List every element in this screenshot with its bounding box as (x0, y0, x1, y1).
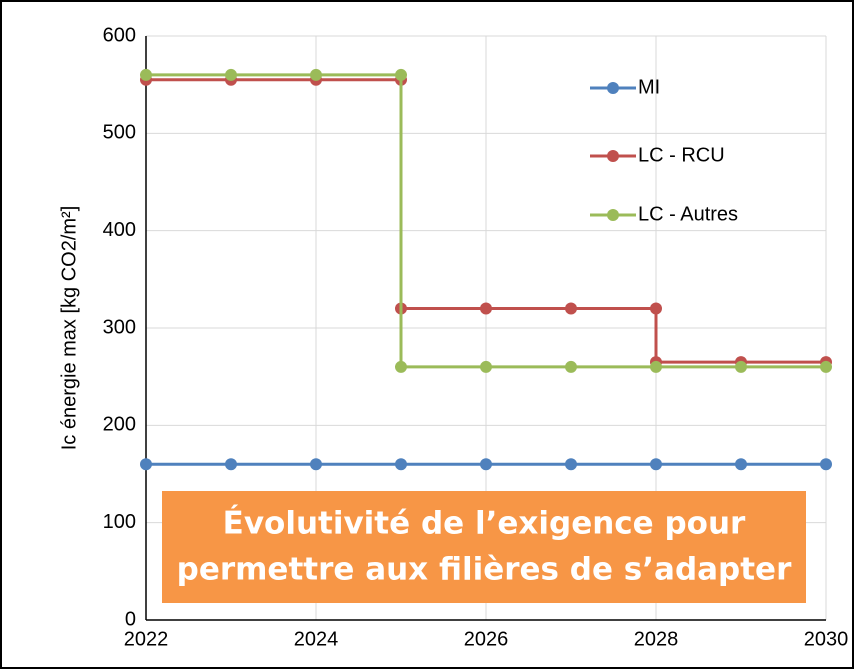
y-axis-label: Ic énergie max [kg CO2/m²] (58, 206, 80, 451)
legend-label: LC - RCU (638, 144, 725, 166)
marker (735, 458, 747, 471)
marker (395, 458, 407, 471)
marker (480, 360, 492, 373)
legend-label: MI (638, 76, 660, 98)
marker (565, 458, 577, 471)
x-tick-label: 2024 (294, 628, 339, 650)
marker (735, 360, 747, 373)
legend-marker (607, 82, 619, 94)
y-tick-label: 400 (103, 219, 136, 241)
marker (480, 458, 492, 471)
marker (650, 302, 662, 315)
x-tick-label: 2026 (464, 628, 509, 650)
marker (565, 360, 577, 373)
marker (225, 458, 237, 471)
legend-label: LC - Autres (638, 203, 738, 225)
y-tick-label: 600 (103, 24, 136, 46)
marker (140, 68, 152, 81)
marker (820, 458, 832, 471)
annotation-box (162, 491, 806, 603)
x-tick-label: 2030 (804, 628, 849, 650)
legend-marker (607, 150, 619, 162)
x-tick-label: 2022 (124, 628, 169, 650)
marker (225, 68, 237, 81)
annotation-text: Évolutivité de l’exigence pour (223, 506, 746, 542)
marker (650, 360, 662, 373)
annotation-text: permettre aux filières de s’adapter (177, 552, 792, 588)
y-tick-label: 0 (125, 608, 136, 630)
y-tick-label: 200 (103, 414, 136, 436)
x-tick-label: 2028 (634, 628, 679, 650)
marker (650, 458, 662, 471)
y-tick-label: 100 (103, 511, 136, 533)
marker (310, 458, 322, 471)
legend-marker (607, 209, 619, 221)
y-tick-label: 300 (103, 316, 136, 338)
marker (395, 360, 407, 373)
marker (820, 360, 832, 373)
y-tick-label: 500 (103, 122, 136, 144)
marker (480, 302, 492, 315)
marker (395, 68, 407, 81)
marker (140, 458, 152, 471)
marker (565, 302, 577, 315)
marker (310, 68, 322, 81)
series-line (146, 73, 826, 369)
